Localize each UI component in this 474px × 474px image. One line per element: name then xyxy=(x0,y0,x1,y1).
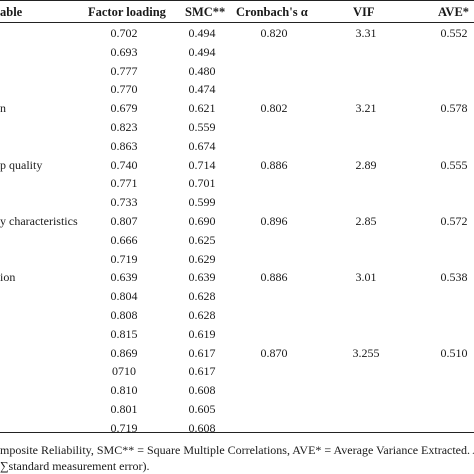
header-cronbach: Cronbach's α xyxy=(236,5,308,19)
header-vif: VIF xyxy=(353,5,375,19)
cell-variable: y characteristics xyxy=(0,214,78,228)
cell-vif: 2.85 xyxy=(355,214,377,228)
cell-variable: n xyxy=(0,101,6,116)
table-row: 0.863 0.674 xyxy=(0,139,474,161)
cell-factor-loading: 0.702 xyxy=(110,26,138,40)
cell-vif: 3.31 xyxy=(355,26,377,40)
table-row: n 0.679 0.621 0.802 3.21 0.578 xyxy=(0,101,474,123)
cell-smc: 0.559 xyxy=(188,120,216,134)
cell-factor-loading: 0.693 xyxy=(110,44,138,59)
cell-factor-loading: 0.666 xyxy=(110,232,138,247)
table-row: 0.777 0.480 xyxy=(0,64,474,86)
cell-smc: 0.599 xyxy=(188,195,216,210)
cell-variable: p quality xyxy=(0,157,43,172)
cell-factor-loading: 0.771 xyxy=(110,176,138,191)
cell-smc: 0.621 xyxy=(188,101,216,116)
table-row: 0.771 0.701 xyxy=(0,176,474,198)
table-row: 0.666 0.625 xyxy=(0,233,474,255)
cell-factor-loading: 0.823 xyxy=(110,120,138,134)
cell-factor-loading: 0.679 xyxy=(110,101,138,116)
cell-cronbach: 0.870 xyxy=(260,345,288,360)
cell-cronbach: 0.886 xyxy=(260,157,288,172)
cell-factor-loading: 0.719 xyxy=(110,251,138,266)
table-row: 0.869 0.617 0.870 3.255 0.510 xyxy=(0,346,474,368)
table-row: y characteristics 0.807 0.690 0.896 2.85 0.57… xyxy=(0,214,474,236)
table-row: 0.770 0.474 xyxy=(0,82,474,104)
cell-ave: 0.538 xyxy=(440,270,468,285)
cell-factor-loading: 0.807 xyxy=(110,214,138,228)
cell-factor-loading: 0.801 xyxy=(110,402,138,416)
cell-smc: 0.628 xyxy=(188,308,216,322)
cell-smc: 0.617 xyxy=(188,364,216,379)
cell-cronbach: 0.802 xyxy=(260,101,288,116)
cell-factor-loading: 0.639 xyxy=(110,270,138,285)
cell-smc: 0.605 xyxy=(188,402,216,416)
cell-smc: 0.608 xyxy=(188,383,216,398)
cell-smc: 0.639 xyxy=(188,270,216,285)
table-row: 0.733 0.599 xyxy=(0,195,474,217)
cell-factor-loading: 0.804 xyxy=(110,289,138,304)
cell-smc: 0.690 xyxy=(188,214,216,228)
table-row: 0.815 0.619 xyxy=(0,327,474,349)
cell-factor-loading: 0.808 xyxy=(110,308,138,322)
table-row: 0710 0.617 xyxy=(0,364,474,386)
cell-smc: 0.480 xyxy=(188,63,216,78)
cell-factor-loading: 0.815 xyxy=(110,326,138,341)
cell-cronbach: 0.896 xyxy=(260,214,288,228)
cell-vif: 3.21 xyxy=(355,101,377,116)
table-row: 0.702 0.494 0.820 3.31 0.552 xyxy=(0,26,474,48)
table-row: 0.804 0.628 xyxy=(0,289,474,311)
cell-vif: 3.255 xyxy=(352,345,380,360)
cell-factor-loading: 0.810 xyxy=(110,383,138,398)
cell-smc: 0.674 xyxy=(188,138,216,153)
table-row: ion 0.639 0.639 0.886 3.01 0.538 xyxy=(0,270,474,292)
table-row: 0.693 0.494 xyxy=(0,45,474,67)
header-variable: able xyxy=(0,5,23,19)
table-row: 0.801 0.605 xyxy=(0,402,474,424)
cell-cronbach: 0.886 xyxy=(260,270,288,285)
cell-smc: 0.714 xyxy=(188,157,216,172)
table-header-rule xyxy=(0,22,474,23)
cell-ave: 0.555 xyxy=(440,157,468,172)
cell-smc: 0.494 xyxy=(188,26,216,40)
cell-ave: 0.578 xyxy=(440,101,468,116)
table-row: 0.719 0.629 xyxy=(0,252,474,274)
cell-factor-loading: 0.777 xyxy=(110,63,138,78)
cell-smc: 0.619 xyxy=(188,326,216,341)
cell-smc: 0.625 xyxy=(188,232,216,247)
cell-ave: 0.572 xyxy=(440,214,468,228)
cell-smc: 0.608 xyxy=(188,420,216,435)
cell-factor-loading: 0710 xyxy=(112,364,136,379)
table-row: 0.719 0.608 xyxy=(0,421,474,443)
cell-cronbach: 0.820 xyxy=(260,26,288,40)
cell-ave: 0.510 xyxy=(440,345,468,360)
table-row: 0.823 0.559 xyxy=(0,120,474,142)
table-top-rule xyxy=(0,0,474,1)
cell-smc: 0.628 xyxy=(188,289,216,304)
header-factor-loading: Factor loading xyxy=(88,5,166,19)
cell-factor-loading: 0.719 xyxy=(110,420,138,435)
table-row: p quality 0.740 0.714 0.886 2.89 0.555 xyxy=(0,158,474,180)
cell-factor-loading: 0.733 xyxy=(110,195,138,210)
footnote-line-1: mposite Reliability, SMC** = Square Mult… xyxy=(0,443,474,457)
header-ave: AVE* xyxy=(438,5,470,19)
cell-variable: ion xyxy=(0,270,16,285)
cell-smc: 0.474 xyxy=(188,82,216,97)
cell-vif: 3.01 xyxy=(355,270,377,285)
table-bottom-rule xyxy=(0,432,474,433)
cell-ave: 0.552 xyxy=(440,26,468,40)
cell-smc: 0.494 xyxy=(188,44,216,59)
table-row: 0.810 0.608 xyxy=(0,383,474,405)
cell-vif: 2.89 xyxy=(355,157,377,172)
cell-factor-loading: 0.863 xyxy=(110,138,138,153)
cell-smc: 0.617 xyxy=(188,345,216,360)
header-smc: SMC** xyxy=(185,5,226,19)
cell-factor-loading: 0.869 xyxy=(110,345,138,360)
table-row: 0.808 0.628 xyxy=(0,308,474,330)
cell-smc: 0.629 xyxy=(188,251,216,266)
footnote-line-2: ∑standard measurement error). xyxy=(0,459,150,473)
cell-factor-loading: 0.740 xyxy=(110,157,138,172)
cell-factor-loading: 0.770 xyxy=(110,82,138,97)
cell-smc: 0.701 xyxy=(188,176,216,191)
